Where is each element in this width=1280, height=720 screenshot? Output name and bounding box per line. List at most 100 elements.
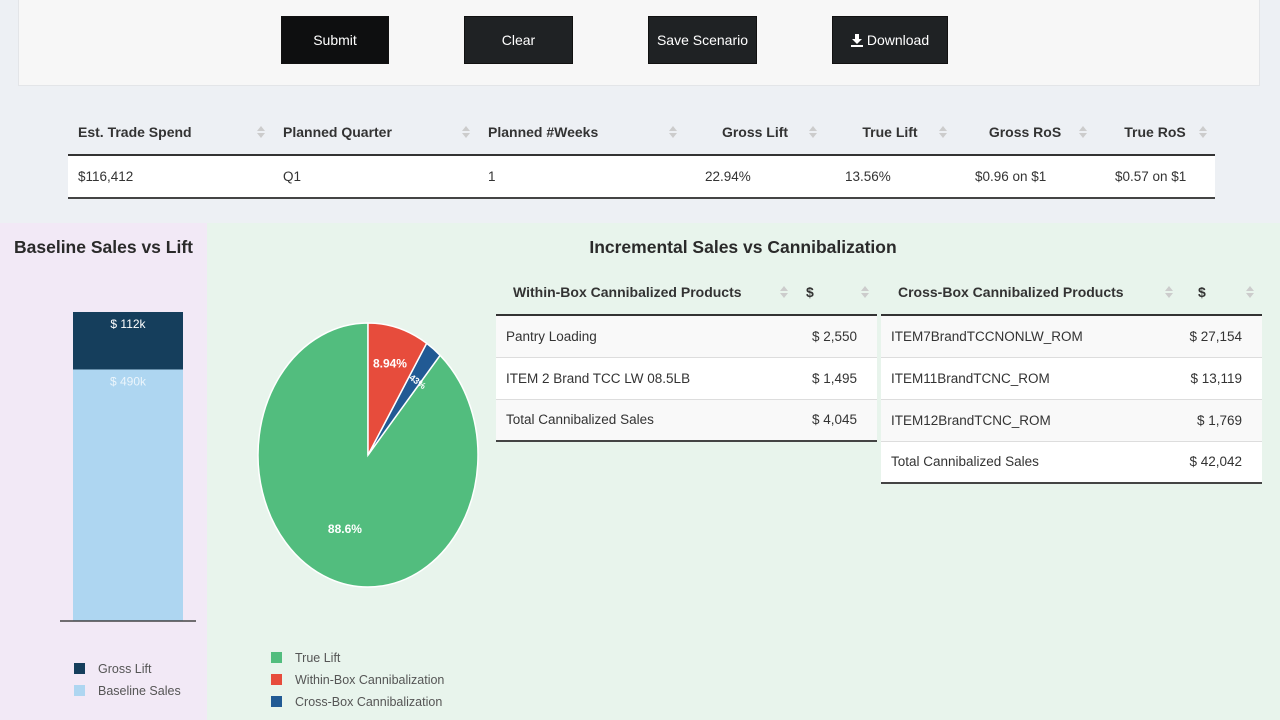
within-header-row: Within-Box Cannibalized Products $ xyxy=(496,270,877,316)
sort-icon xyxy=(462,126,470,138)
bar-data-label: $ 490k xyxy=(110,374,147,388)
col-label: Planned #Weeks xyxy=(488,124,599,140)
pie-slice-true-lift[interactable] xyxy=(257,322,479,588)
col-header-cross-amount[interactable]: $ xyxy=(1181,270,1262,316)
product-name: ITEM 2 Brand TCC LW 08.5LB xyxy=(496,357,796,400)
table-row: Pantry Loading $ 2,550 xyxy=(496,315,877,358)
col-header-trade-spend[interactable]: Est. Trade Spend xyxy=(68,110,273,156)
col-label: $ xyxy=(1198,284,1206,300)
product-amount: $ 4,045 xyxy=(796,399,877,442)
legend-label: Baseline Sales xyxy=(98,684,181,698)
cell-gross-lift: 22.94% xyxy=(685,155,825,199)
baseline-vs-lift-chart: $ 490k $ 112k Gross Lift Baseline Sales xyxy=(60,312,196,698)
legend-swatch xyxy=(271,652,282,663)
col-header-within-products[interactable]: Within-Box Cannibalized Products xyxy=(496,270,796,316)
submit-button[interactable]: Submit xyxy=(281,16,389,64)
sort-icon xyxy=(669,126,677,138)
product-name: Total Cannibalized Sales xyxy=(496,399,796,442)
table-row: ITEM 2 Brand TCC LW 08.5LB $ 1,495 xyxy=(496,357,877,400)
baseline-vs-lift-title: Baseline Sales vs Lift xyxy=(14,237,193,257)
col-header-true-ros[interactable]: True RoS xyxy=(1095,110,1215,156)
col-label: Gross RoS xyxy=(988,124,1062,140)
download-label: Download xyxy=(866,32,930,48)
product-amount: $ 13,119 xyxy=(1181,357,1262,400)
product-amount: $ 1,495 xyxy=(796,357,877,400)
legend-label: True Lift xyxy=(295,651,341,665)
table-row: ITEM7BrandTCCNONLW_ROM $ 27,154 xyxy=(881,315,1262,358)
product-amount: $ 42,042 xyxy=(1181,441,1262,484)
submit-label: Submit xyxy=(313,32,357,48)
product-amount: $ 27,154 xyxy=(1181,315,1262,358)
col-label: True RoS xyxy=(1124,124,1186,140)
sort-icon xyxy=(1199,126,1207,138)
col-label: Within-Box Cannibalized Products xyxy=(513,284,742,300)
sort-icon xyxy=(257,126,265,138)
product-name: ITEM7BrandTCCNONLW_ROM xyxy=(881,315,1181,358)
legend-swatch xyxy=(74,663,85,674)
bar-gross-lift[interactable] xyxy=(73,312,183,370)
sort-icon xyxy=(861,286,869,298)
sort-icon xyxy=(780,286,788,298)
product-name: Total Cannibalized Sales xyxy=(881,441,1181,484)
download-button[interactable]: Download xyxy=(832,16,948,64)
cell-true-lift: 13.56% xyxy=(825,155,955,199)
legend-label: Cross-Box Cannibalization xyxy=(295,695,442,709)
legend-label: Gross Lift xyxy=(98,662,152,676)
incremental-vs-cannibalization-title: Incremental Sales vs Cannibalization xyxy=(589,237,897,257)
cross-box-cannibalization-table: Cross-Box Cannibalized Products $ ITEM7B… xyxy=(881,270,1262,484)
clear-label: Clear xyxy=(501,32,536,48)
legend-swatch xyxy=(271,696,282,707)
bar-data-label: $ 112k xyxy=(110,317,146,331)
sort-icon xyxy=(939,126,947,138)
col-header-gross-ros[interactable]: Gross RoS xyxy=(955,110,1095,156)
col-header-gross-lift[interactable]: Gross Lift xyxy=(685,110,825,156)
cell-true-ros: $0.57 on $1 xyxy=(1095,155,1215,199)
sort-icon xyxy=(1246,286,1254,298)
download-icon xyxy=(850,33,863,47)
clear-button[interactable]: Clear xyxy=(464,16,573,64)
cell-trade-spend: $116,412 xyxy=(68,155,273,199)
product-name: ITEM12BrandTCNC_ROM xyxy=(881,399,1181,442)
action-toolbar: Submit Clear Save Scenario Download xyxy=(18,0,1260,86)
col-header-planned-quarter[interactable]: Planned Quarter xyxy=(273,110,478,156)
baseline-vs-lift-panel: Baseline Sales vs Lift $ 490k $ 112k Gross… xyxy=(0,223,207,720)
col-header-cross-products[interactable]: Cross-Box Cannibalized Products xyxy=(881,270,1181,316)
save-scenario-label: Save Scenario xyxy=(656,32,749,48)
scenario-summary-table: Est. Trade Spend Planned Quarter Planned… xyxy=(68,110,1215,199)
sort-icon xyxy=(1165,286,1173,298)
col-header-within-amount[interactable]: $ xyxy=(796,270,877,316)
col-label: Est. Trade Spend xyxy=(78,124,192,140)
legend-swatch xyxy=(74,685,85,696)
product-name: Pantry Loading xyxy=(496,315,796,358)
within-box-cannibalization-table: Within-Box Cannibalized Products $ Pantr… xyxy=(496,270,877,442)
cell-planned-quarter: Q1 xyxy=(273,155,478,199)
table-row: ITEM11BrandTCNC_ROM $ 13,119 xyxy=(881,357,1262,400)
product-amount: $ 1,769 xyxy=(1181,399,1262,442)
summary-row: $116,412 Q1 1 22.94% 13.56% $0.96 on $1 … xyxy=(68,155,1215,199)
bar-baseline-sales[interactable] xyxy=(73,369,183,621)
legend-swatch xyxy=(271,674,282,685)
col-label: True Lift xyxy=(862,124,918,140)
cell-planned-weeks: 1 xyxy=(478,155,685,199)
save-scenario-button[interactable]: Save Scenario xyxy=(648,16,757,64)
col-label: Cross-Box Cannibalized Products xyxy=(898,284,1124,300)
product-amount: $ 2,550 xyxy=(796,315,877,358)
col-label: Gross Lift xyxy=(721,124,789,140)
col-label: Planned Quarter xyxy=(283,124,392,140)
sort-icon xyxy=(809,126,817,138)
summary-header-row: Est. Trade Spend Planned Quarter Planned… xyxy=(68,110,1215,156)
col-header-true-lift[interactable]: True Lift xyxy=(825,110,955,156)
pie-data-label: 88.6% xyxy=(328,522,362,536)
product-name: ITEM11BrandTCNC_ROM xyxy=(881,357,1181,400)
sort-icon xyxy=(1079,126,1087,138)
col-header-planned-weeks[interactable]: Planned #Weeks xyxy=(478,110,685,156)
pie-slice-within-box-cannibalization[interactable] xyxy=(367,322,428,456)
legend-label: Within-Box Cannibalization xyxy=(295,673,444,687)
table-row: Total Cannibalized Sales $ 42,042 xyxy=(881,441,1262,484)
table-row: ITEM12BrandTCNC_ROM $ 1,769 xyxy=(881,399,1262,442)
pie-data-label: 8.94% xyxy=(373,357,407,371)
col-label: $ xyxy=(806,284,814,300)
table-row: Total Cannibalized Sales $ 4,045 xyxy=(496,399,877,442)
cell-gross-ros: $0.96 on $1 xyxy=(955,155,1095,199)
